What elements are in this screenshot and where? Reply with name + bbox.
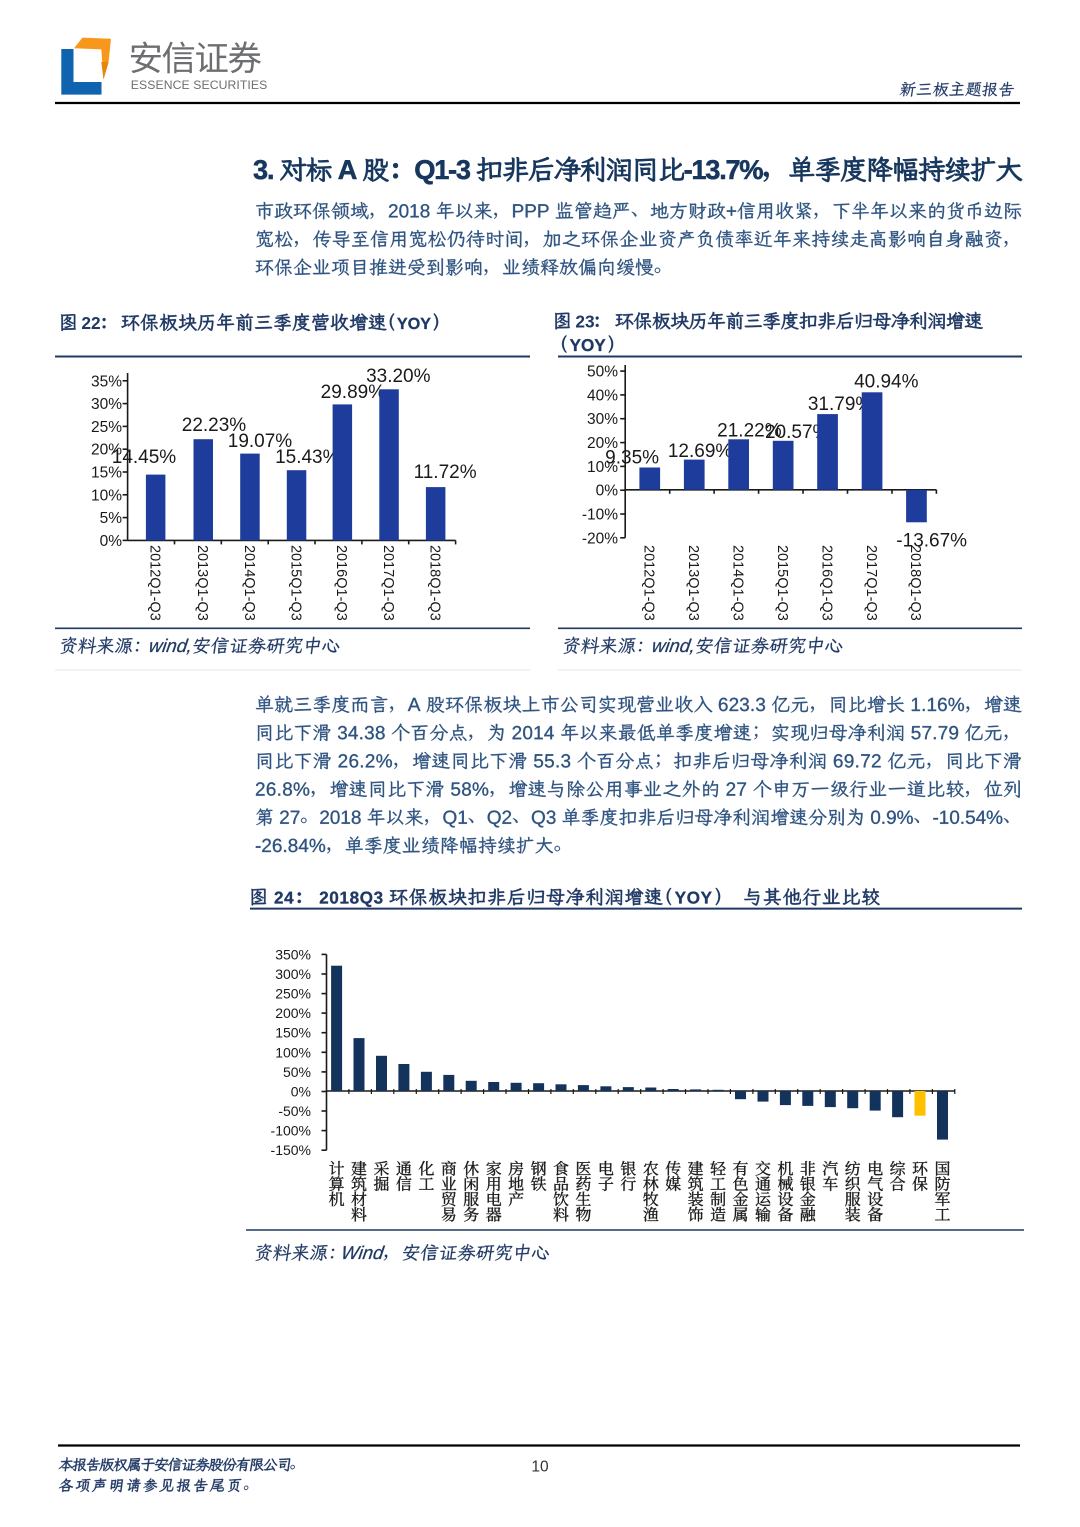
- svg-text:2017Q1-Q3: 2017Q1-Q3: [380, 545, 396, 621]
- svg-text:150%: 150%: [275, 1025, 311, 1041]
- svg-text:2017Q1-Q3: 2017Q1-Q3: [863, 545, 879, 621]
- svg-text:9.35%: 9.35%: [605, 448, 659, 469]
- svg-text:300%: 300%: [275, 966, 311, 982]
- svg-text:2013Q1-Q3: 2013Q1-Q3: [194, 545, 210, 621]
- svg-text:25%: 25%: [91, 419, 122, 436]
- svg-text:2016Q1-Q3: 2016Q1-Q3: [818, 545, 834, 621]
- svg-text:350%: 350%: [275, 946, 311, 962]
- svg-text:200%: 200%: [275, 1005, 311, 1021]
- svg-text:30%: 30%: [587, 411, 618, 428]
- svg-text:35%: 35%: [91, 373, 122, 390]
- svg-text:-50%: -50%: [278, 1103, 311, 1119]
- svg-text:0%: 0%: [291, 1084, 311, 1100]
- svg-text:2012Q1-Q3: 2012Q1-Q3: [147, 545, 163, 621]
- svg-text:0%: 0%: [596, 483, 619, 500]
- svg-text:50%: 50%: [283, 1064, 311, 1080]
- svg-text:5%: 5%: [100, 510, 123, 527]
- svg-text:31.79%: 31.79%: [808, 394, 873, 415]
- svg-text:15.43%: 15.43%: [275, 447, 340, 468]
- svg-text:15%: 15%: [91, 465, 122, 482]
- svg-text:10: 10: [531, 1459, 549, 1476]
- svg-text:0%: 0%: [100, 533, 123, 550]
- svg-text:22.23%: 22.23%: [182, 415, 247, 436]
- svg-text:30%: 30%: [91, 396, 122, 413]
- svg-text:10%: 10%: [91, 487, 122, 504]
- svg-text:2014Q1-Q3: 2014Q1-Q3: [729, 545, 745, 621]
- svg-text:250%: 250%: [275, 986, 311, 1002]
- svg-text:2015Q1-Q3: 2015Q1-Q3: [774, 545, 790, 621]
- svg-text:2013Q1-Q3: 2013Q1-Q3: [685, 545, 701, 621]
- svg-text:-20%: -20%: [582, 530, 618, 547]
- svg-text:2012Q1-Q3: 2012Q1-Q3: [641, 545, 657, 621]
- svg-text:40.94%: 40.94%: [854, 372, 919, 393]
- svg-text:20%: 20%: [91, 442, 122, 459]
- svg-text:22: 22: [81, 313, 100, 333]
- svg-text:2018Q1-Q3: 2018Q1-Q3: [907, 545, 923, 621]
- svg-text:2016Q1-Q3: 2016Q1-Q3: [333, 545, 349, 621]
- svg-text:2018Q1-Q3: 2018Q1-Q3: [426, 545, 442, 621]
- svg-text:14.45%: 14.45%: [112, 447, 177, 468]
- svg-text:33.20%: 33.20%: [366, 366, 431, 387]
- svg-text:-13.67%: -13.67%: [896, 531, 967, 552]
- svg-text:21.22%: 21.22%: [717, 420, 782, 441]
- svg-text:2014Q1-Q3: 2014Q1-Q3: [241, 545, 257, 621]
- svg-text:-10%: -10%: [582, 507, 618, 524]
- svg-text:10%: 10%: [587, 459, 618, 476]
- svg-text:20.57%: 20.57%: [765, 422, 830, 443]
- svg-text:12.69%: 12.69%: [668, 441, 733, 462]
- svg-text:2015Q1-Q3: 2015Q1-Q3: [287, 545, 303, 621]
- svg-text:ESSENCE SECURITIES: ESSENCE SECURITIES: [131, 78, 268, 92]
- svg-text:23: 23: [575, 312, 594, 332]
- svg-text:50%: 50%: [587, 364, 618, 381]
- svg-text:-150%: -150%: [271, 1142, 311, 1158]
- svg-text:100%: 100%: [275, 1044, 311, 1060]
- svg-text:29.89%: 29.89%: [321, 382, 386, 403]
- svg-text:11.72%: 11.72%: [414, 462, 477, 483]
- svg-text:-100%: -100%: [271, 1123, 311, 1139]
- svg-text:19.07%: 19.07%: [228, 431, 293, 452]
- svg-text:20%: 20%: [587, 435, 618, 452]
- svg-text:40%: 40%: [587, 387, 618, 404]
